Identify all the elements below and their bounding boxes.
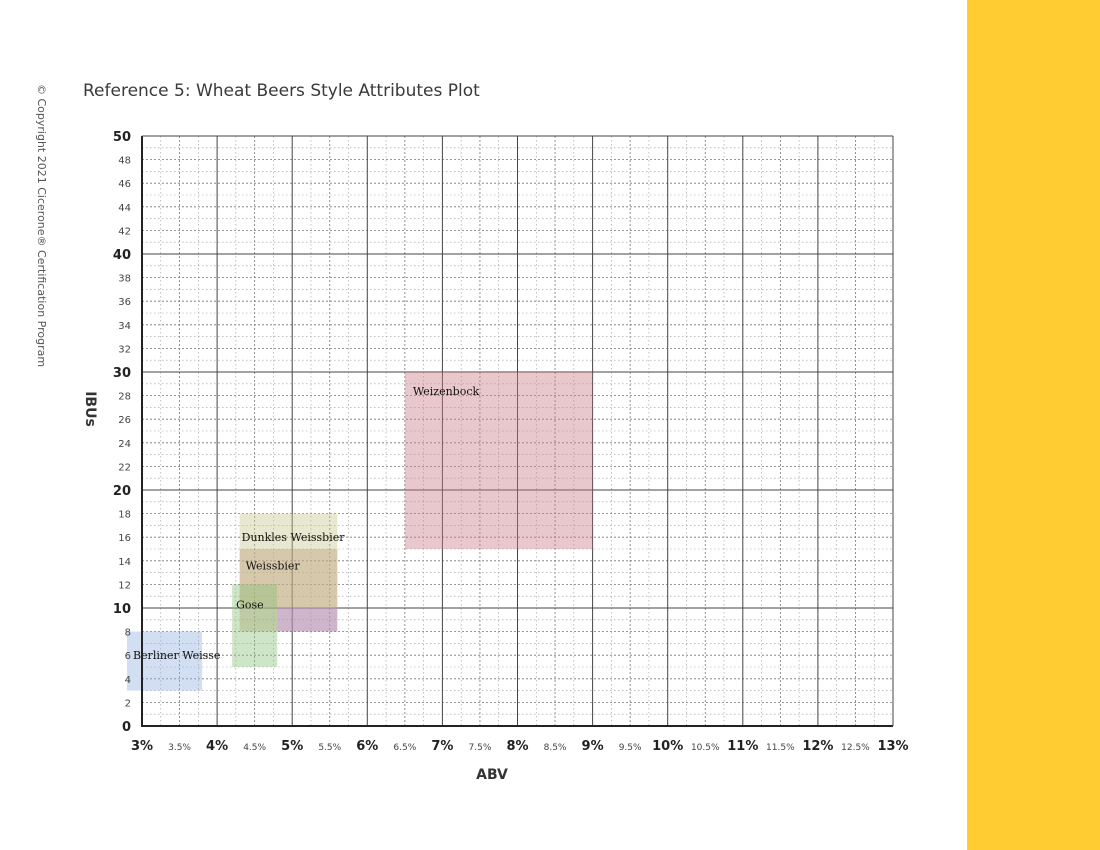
x-tick-label: 11% <box>727 739 758 754</box>
region-label-weissbier: Weissbier <box>246 560 301 573</box>
x-tick-label: 6.5% <box>393 743 416 753</box>
region-overlap <box>277 608 338 632</box>
x-tick-label: 11.5% <box>766 743 795 753</box>
x-tick-label: 12.5% <box>841 743 870 753</box>
y-tick-label: 34 <box>118 321 131 332</box>
y-tick-label: 10 <box>113 602 131 617</box>
region-weizenbock <box>404 372 593 549</box>
region-weissbier <box>239 549 338 632</box>
x-tick-label: 9.5% <box>619 743 642 753</box>
y-tick-label: 30 <box>113 366 131 381</box>
x-tick-label: 6% <box>356 739 378 754</box>
x-tick-label: 7% <box>431 739 453 754</box>
y-tick-label: 36 <box>118 297 131 308</box>
x-tick-labels: 3% 3.5% 4% 4.5% 5% 5.5% 6% 6.5% 7% 7.5% 8% 8.5% 9% 9.… <box>131 739 909 754</box>
y-tick-label: 44 <box>118 203 131 214</box>
y-tick-label: 48 <box>118 156 131 167</box>
x-tick-label: 5.5% <box>318 743 341 753</box>
x-tick-label: 12% <box>802 739 833 754</box>
x-tick-label: 3.5% <box>168 743 191 753</box>
chart-title: Reference 5: Wheat Beers Style Attribute… <box>83 81 480 101</box>
y-tick-label: 22 <box>118 462 131 473</box>
y-tick-label: 26 <box>118 415 131 426</box>
y-axis-label: IBUs <box>82 391 98 427</box>
y-tick-label: 40 <box>113 248 131 263</box>
y-tick-label: 38 <box>118 274 131 285</box>
y-tick-label: 12 <box>118 580 131 591</box>
y-tick-label: 20 <box>113 484 131 499</box>
x-tick-label: 10.5% <box>691 743 720 753</box>
minor-grid <box>142 136 893 726</box>
region-berliner-weisse <box>126 631 203 691</box>
x-axis-label: ABV <box>476 767 508 783</box>
region-label-gose: Gose <box>236 598 264 611</box>
y-tick-label: 42 <box>118 226 131 237</box>
x-tick-label: 4% <box>206 739 228 754</box>
y-tick-label: 32 <box>118 344 131 355</box>
region-dunkles-weissbier <box>239 513 338 608</box>
y-tick-label: 4 <box>125 675 131 686</box>
region-label-berliner-weisse: Berliner Weisse <box>133 649 220 662</box>
style-regions: Weizenbock Dunkles Weissbier Weissbier Gose… <box>126 372 593 691</box>
x-tick-label: 13% <box>877 739 908 754</box>
x-tick-label: 8% <box>506 739 528 754</box>
region-label-weizenbock: Weizenbock <box>413 385 480 398</box>
y-tick-label: 8 <box>125 628 131 639</box>
y-tick-label: 28 <box>118 392 131 403</box>
x-tick-label: 9% <box>582 739 604 754</box>
x-tick-label: 3% <box>131 739 153 754</box>
y-tick-label: 16 <box>118 533 131 544</box>
y-tick-label: 0 <box>122 720 131 735</box>
yellow-sidebar <box>967 0 1100 850</box>
axes <box>141 135 894 727</box>
region-gose <box>232 584 278 667</box>
y-tick-label: 2 <box>125 698 131 709</box>
y-tick-label: 14 <box>118 557 131 568</box>
y-tick-label: 46 <box>118 179 131 190</box>
x-tick-label: 5% <box>281 739 303 754</box>
region-label-dunkles-weissbier: Dunkles Weissbier <box>242 531 346 544</box>
x-tick-label: 7.5% <box>469 743 492 753</box>
y-tick-label: 24 <box>118 439 131 450</box>
y-tick-label: 50 <box>113 130 131 145</box>
x-tick-label: 4.5% <box>243 743 266 753</box>
y-tick-label: 6 <box>125 651 131 662</box>
x-tick-label: 8.5% <box>544 743 567 753</box>
y-tick-label: 18 <box>118 510 131 521</box>
x-tick-label: 10% <box>652 739 683 754</box>
y-tick-labels: 0246810121416182022242628303234363840424… <box>113 130 131 735</box>
